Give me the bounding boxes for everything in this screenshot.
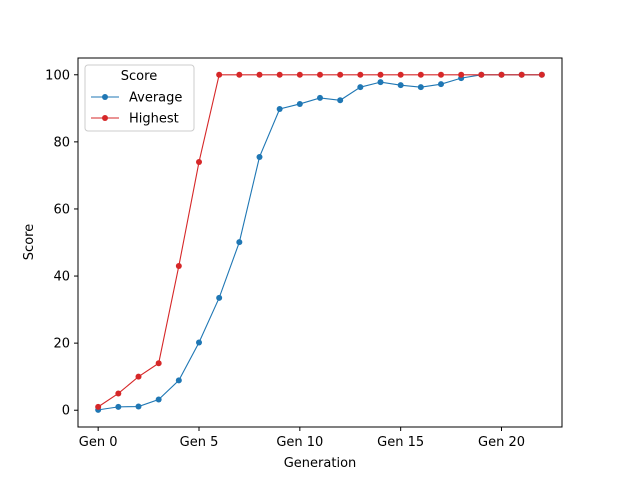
y-tick-label: 40 [53, 270, 70, 285]
data-point-highest [498, 71, 505, 78]
data-point-highest [438, 71, 444, 78]
legend-label-average: Average [129, 91, 182, 106]
data-point-highest [518, 71, 525, 78]
data-point-average [337, 97, 344, 104]
y-tick-label: 20 [53, 337, 70, 352]
data-point-average [417, 84, 424, 91]
data-point-highest [377, 71, 384, 78]
y-axis-label: Score [22, 224, 37, 260]
x-axis-label: Generation [284, 456, 357, 471]
series-highest [95, 71, 545, 410]
y-tick-label: 100 [45, 68, 70, 83]
data-point-average [377, 79, 384, 86]
legend-entries: Average Highest [91, 91, 182, 127]
data-point-highest [115, 390, 122, 397]
data-point-highest [135, 373, 142, 380]
data-point-highest [538, 71, 545, 78]
data-point-highest [357, 71, 364, 78]
data-point-highest [256, 71, 263, 78]
data-point-average [256, 153, 263, 160]
data-point-average [196, 339, 202, 346]
data-point-highest [216, 71, 223, 78]
data-point-average [115, 403, 122, 410]
x-tick-label: Gen 10 [276, 435, 323, 450]
data-point-highest [458, 71, 465, 78]
legend-label-highest: Highest [129, 112, 179, 127]
y-tick-label: 0 [62, 404, 70, 419]
plot-area-frame [77, 57, 563, 428]
x-tick-label: Gen 20 [478, 435, 525, 450]
data-point-highest [175, 262, 182, 269]
data-point-average [397, 82, 404, 89]
data-point-average [357, 84, 364, 91]
legend-marker-highest [102, 115, 108, 121]
data-point-highest [337, 71, 344, 78]
data-point-highest [276, 71, 283, 78]
y-tick-label: 60 [53, 202, 70, 217]
data-point-highest [236, 71, 243, 78]
series-average [95, 71, 545, 413]
x-tick-label: Gen 5 [180, 435, 219, 450]
data-point-highest [196, 158, 202, 165]
legend: Score Average Highest [84, 64, 195, 132]
data-point-highest [478, 71, 485, 78]
legend-title: Score [121, 69, 157, 84]
legend-marker-average [102, 94, 108, 100]
data-point-highest [417, 71, 424, 78]
data-point-average [236, 239, 243, 246]
data-point-average [438, 81, 444, 88]
data-point-highest [317, 71, 323, 78]
data-point-average [135, 403, 142, 410]
data-point-average [175, 377, 182, 384]
x-axis-ticks: Gen 0 Gen 5 Gen 10 Gen 15 Gen 20 [79, 427, 525, 450]
data-point-average [276, 105, 283, 112]
y-tick-label: 80 [53, 135, 70, 150]
x-tick-label: Gen 15 [377, 435, 424, 450]
y-axis-ticks: 0 20 40 60 80 100 [45, 68, 78, 419]
x-tick-label: Gen 0 [79, 435, 118, 450]
data-point-average [296, 100, 303, 107]
data-point-highest [397, 71, 404, 78]
legend-box [84, 64, 195, 132]
data-point-highest [155, 360, 162, 367]
series-layer [95, 71, 545, 413]
data-point-average [216, 294, 223, 301]
data-point-highest [296, 71, 303, 78]
data-point-highest [95, 403, 102, 410]
data-point-average [317, 94, 323, 101]
data-point-average [155, 396, 162, 403]
